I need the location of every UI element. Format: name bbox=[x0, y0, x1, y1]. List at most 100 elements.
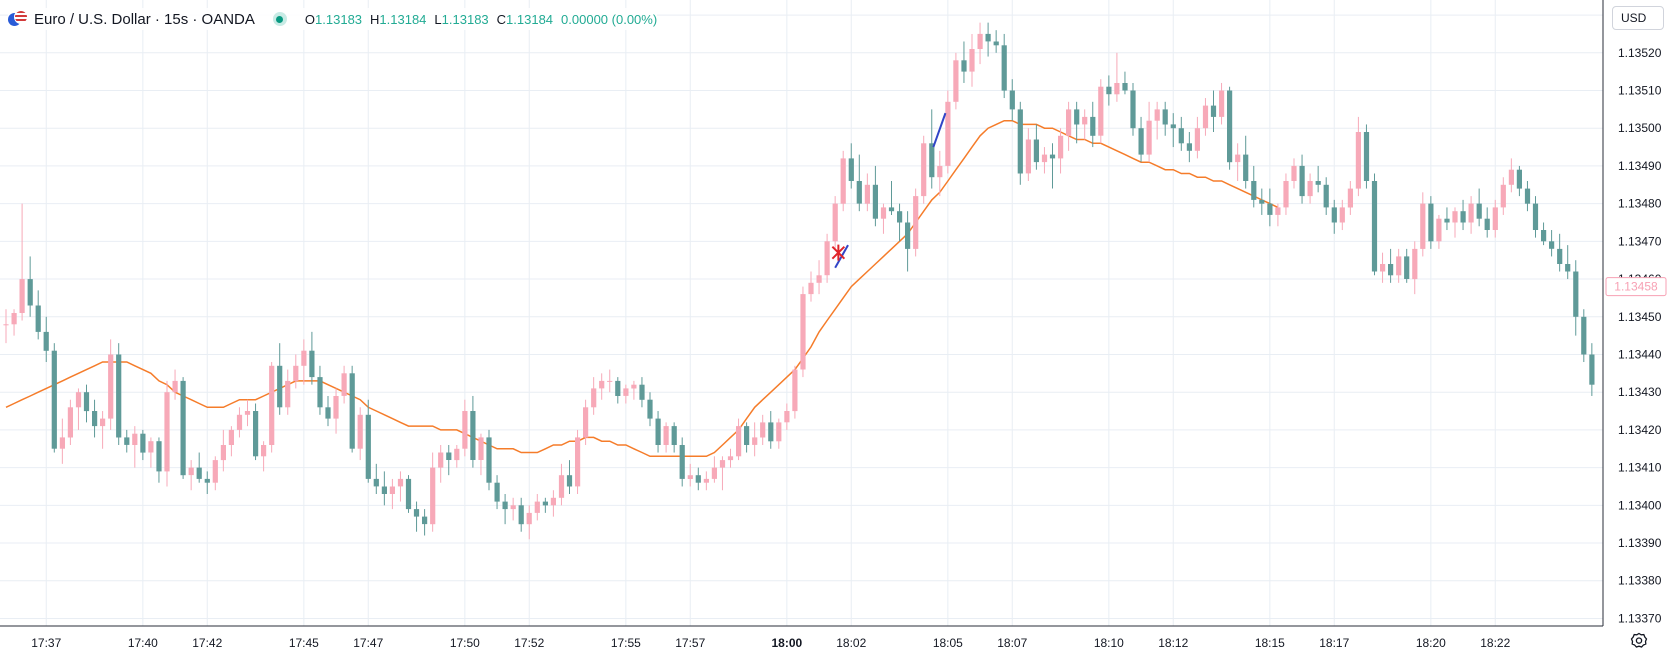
candle-body bbox=[1275, 207, 1281, 215]
price-tick-label: 1.13390 bbox=[1618, 536, 1662, 550]
candle-body bbox=[961, 60, 967, 72]
candle bbox=[140, 429, 146, 461]
candle bbox=[615, 377, 621, 404]
candle bbox=[285, 369, 291, 415]
candle-body bbox=[1178, 128, 1184, 144]
candle bbox=[550, 490, 556, 517]
candle bbox=[309, 331, 315, 385]
candle bbox=[1162, 101, 1168, 136]
candle bbox=[905, 211, 911, 272]
candle-body bbox=[148, 441, 154, 453]
candle bbox=[1573, 260, 1579, 336]
candle bbox=[1380, 252, 1386, 283]
candle-body bbox=[1589, 354, 1595, 385]
candle-body bbox=[615, 380, 621, 396]
candle-body bbox=[1355, 132, 1361, 189]
candle-body bbox=[727, 456, 734, 461]
candle-body bbox=[1235, 154, 1241, 163]
candle-body bbox=[711, 467, 717, 479]
candle-body bbox=[269, 365, 275, 445]
price-tick-label: 1.13450 bbox=[1618, 310, 1662, 324]
candle bbox=[1476, 188, 1482, 227]
candle bbox=[872, 165, 878, 227]
candle-body bbox=[776, 422, 782, 442]
candle-body bbox=[824, 241, 830, 276]
candle-body bbox=[100, 418, 106, 427]
candle-body bbox=[1436, 218, 1442, 242]
candle-body bbox=[583, 407, 589, 438]
candle bbox=[921, 135, 927, 204]
candle-body bbox=[558, 475, 565, 498]
candle bbox=[816, 260, 822, 295]
candle bbox=[397, 471, 404, 502]
time-tick-label: 18:22 bbox=[1480, 636, 1510, 650]
candle bbox=[59, 418, 65, 464]
symbol-title[interactable]: Euro / U.S. Dollar · 15s · OANDA bbox=[34, 10, 255, 28]
candle bbox=[623, 384, 629, 404]
candle-body bbox=[1283, 181, 1289, 208]
candle-body bbox=[301, 350, 307, 366]
candle-body bbox=[719, 460, 726, 468]
candle-body bbox=[1460, 211, 1466, 223]
currency-button[interactable]: USD bbox=[1612, 6, 1664, 30]
candle-body bbox=[937, 165, 943, 178]
candle-body bbox=[1371, 181, 1378, 272]
time-tick-label: 17:42 bbox=[192, 636, 222, 650]
candle bbox=[228, 426, 234, 457]
candle-body bbox=[1291, 165, 1297, 181]
price-axis[interactable]: 1.135301.135201.135101.135001.134901.134… bbox=[1602, 0, 1674, 626]
candle-body bbox=[156, 441, 162, 472]
time-tick-label: 18:17 bbox=[1319, 636, 1349, 650]
candle bbox=[1371, 173, 1378, 276]
candle-body bbox=[1138, 128, 1144, 155]
candle bbox=[1154, 101, 1160, 140]
change-value: 0.00000 (0.00%) bbox=[561, 11, 658, 27]
chart-settings-icon[interactable] bbox=[1630, 632, 1648, 650]
candle-body bbox=[591, 388, 597, 408]
candle-body bbox=[75, 392, 82, 408]
candle bbox=[3, 309, 9, 344]
time-tick-label: 18:15 bbox=[1255, 636, 1285, 650]
candle bbox=[116, 343, 122, 445]
candle-body bbox=[1468, 203, 1474, 223]
candle bbox=[1581, 309, 1587, 363]
candle-body bbox=[341, 373, 347, 396]
candle-body bbox=[1565, 264, 1571, 272]
candle bbox=[1468, 196, 1474, 234]
candle-body bbox=[526, 512, 532, 525]
candle-body bbox=[1033, 139, 1039, 163]
candle bbox=[969, 33, 975, 87]
market-status-icon[interactable] bbox=[272, 12, 287, 26]
candle bbox=[1098, 79, 1104, 144]
drawings[interactable] bbox=[831, 112, 947, 269]
candle bbox=[1275, 203, 1281, 227]
candle-body bbox=[422, 516, 428, 525]
candle bbox=[639, 377, 645, 408]
candle-body bbox=[1557, 248, 1563, 264]
candle bbox=[1210, 90, 1217, 132]
candle bbox=[470, 395, 476, 468]
candle-body bbox=[405, 478, 412, 510]
candle bbox=[1170, 113, 1176, 148]
candle bbox=[212, 456, 218, 491]
candle bbox=[1307, 173, 1313, 204]
candle-body bbox=[365, 414, 371, 479]
candle bbox=[937, 150, 943, 197]
candle bbox=[752, 422, 758, 457]
candle bbox=[832, 196, 838, 249]
candle-body bbox=[542, 501, 548, 506]
candle-body bbox=[204, 478, 210, 483]
time-axis[interactable]: 17:37 17:40 17:42 17:45 17:47 17:50 17:52 17:55… bbox=[0, 625, 1674, 656]
candle bbox=[727, 448, 734, 468]
candle-body bbox=[550, 497, 556, 506]
candle-body bbox=[1420, 203, 1426, 249]
candle-body bbox=[357, 414, 363, 449]
candle-body bbox=[1066, 109, 1072, 136]
time-tick-label: 17:40 bbox=[128, 636, 158, 650]
price-tick-label: 1.13430 bbox=[1618, 385, 1662, 399]
candles bbox=[3, 22, 1595, 540]
candle bbox=[1428, 196, 1434, 249]
candle-body bbox=[212, 460, 218, 483]
candle-body bbox=[1315, 181, 1321, 185]
